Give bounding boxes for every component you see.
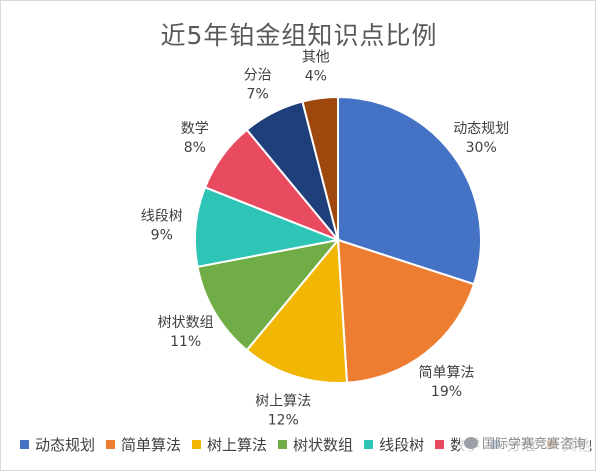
slice-value-label: 11% [170,334,201,350]
legend-item: 树状数组 [278,434,353,455]
legend-label: 动态规划 [35,435,96,454]
legend-swatch [20,439,29,449]
wechat-icon [463,436,478,449]
slice-value-label: 4% [305,68,327,84]
slice-value-label: 7% [247,86,269,102]
legend-swatch [435,439,445,449]
legend-swatch [278,439,288,449]
slice-value-label: 8% [184,140,206,156]
slice-category-label: 分治 [244,67,272,83]
pie-slice-8 [301,95,339,241]
slice-value-label: 19% [431,384,462,400]
slice-category-label: 树状数组 [158,315,214,331]
pie-slice-3 [245,237,349,384]
legend-item: 线段树 [364,434,424,455]
slice-category-label: 动态规划 [453,121,509,137]
legend-label: 简单算法 [121,435,182,454]
watermark-text: 国际学赛竞赛咨询 [481,437,586,452]
legend-item: 简单算法 [106,434,181,455]
legend-label: 树状数组 [293,435,354,454]
pie-slice-4 [196,238,341,352]
slice-category-label: 简单算法 [418,364,474,381]
legend-item: 动态规划 [20,434,95,455]
slice-category-label: 树上算法 [255,393,311,409]
pie-slice-5 [194,186,342,268]
legend-swatch [106,439,116,449]
legend-label: 线段树 [379,435,425,454]
slice-value-label: 30% [466,140,497,156]
slice-value-label: 9% [151,227,173,243]
slice-value-label: 12% [268,412,299,428]
legend-label: 树上算法 [207,435,268,454]
watermark: 国际学赛竞赛咨询 [459,432,590,453]
legend-item: 树上算法 [192,434,267,455]
pie-slice-2 [336,238,476,384]
legend-swatch [192,439,202,449]
slice-category-label: 数学 [181,121,209,137]
slice-category-label: 其他 [302,49,330,65]
pie-slice-1 [337,95,482,286]
legend-swatch [364,439,374,449]
slice-category-label: 线段树 [141,208,183,224]
chart-title: 近5年铂金组知识点比例 [160,21,438,50]
